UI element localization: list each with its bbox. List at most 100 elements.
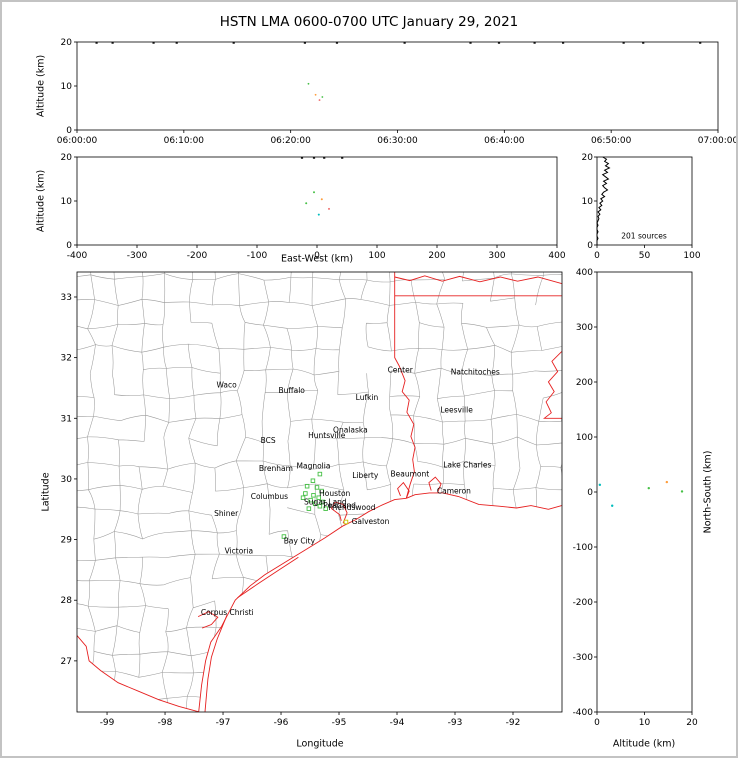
tick-label: -92 — [506, 718, 521, 728]
source-point — [310, 478, 316, 483]
tick-label: 10 — [61, 82, 73, 92]
city-label: Center — [388, 365, 414, 374]
city-label: Bay City — [284, 536, 316, 545]
padre-barrier-line — [204, 614, 228, 712]
matagorda-barrier-line — [237, 556, 299, 599]
clipped-source-mark — [561, 42, 565, 44]
sources-count-annotation: 201 sources — [621, 231, 667, 241]
ew-height-panel-background — [77, 157, 557, 245]
corpus-bay-line — [197, 611, 219, 629]
clipped-source-mark — [152, 42, 155, 44]
tick-label: 200 — [428, 251, 445, 261]
city-label: Pearland — [323, 501, 356, 510]
map-ylabel: Latitude — [40, 472, 52, 512]
rio-grande-line — [77, 635, 199, 712]
source-point — [320, 198, 323, 201]
clipped-source-mark — [642, 42, 645, 44]
tick-label: 0 — [66, 126, 72, 136]
city-label: Waco — [216, 380, 237, 389]
city-label: Brenham — [259, 464, 293, 473]
clipped-source-mark — [699, 42, 702, 44]
clipped-source-mark — [111, 42, 114, 44]
la-coast-line — [406, 492, 562, 510]
city-label: Lufkin — [356, 393, 379, 402]
altitude-histogram-panel-background — [597, 157, 692, 245]
source-point — [598, 483, 602, 487]
tick-label: -94 — [390, 718, 405, 728]
tick-label: -400 — [573, 708, 594, 718]
source-point — [316, 495, 321, 500]
tick-label: 0 — [594, 251, 600, 261]
clipped-source-mark — [312, 157, 316, 159]
tick-label: 28 — [61, 596, 73, 606]
tick-label: 10 — [639, 718, 651, 728]
tick-label: 33 — [61, 293, 72, 303]
clipped-source-mark — [175, 42, 178, 44]
tick-label: -100 — [247, 251, 268, 261]
clipped-source-mark — [300, 157, 304, 159]
tick-label: 29 — [61, 536, 73, 546]
source-point — [304, 483, 310, 489]
city-label: Buffalo — [279, 386, 306, 395]
source-point — [611, 504, 614, 507]
source-point — [317, 471, 323, 477]
tick-label: 10 — [582, 197, 594, 207]
source-point — [318, 99, 321, 101]
ew-height-ylabel: Altitude (km) — [35, 169, 47, 233]
altitude-histogram-panel-border — [596, 156, 693, 246]
source-point — [323, 506, 328, 511]
calcasieu-lake-line — [428, 476, 442, 493]
tick-label: 20 — [686, 718, 698, 728]
sabine-lake-line — [397, 481, 410, 499]
city-label: Liberty — [352, 471, 379, 480]
source-point — [312, 501, 318, 507]
clipped-source-mark — [469, 42, 472, 44]
city-label: Friendswood — [328, 503, 375, 512]
source-point — [319, 488, 324, 494]
tick-label: 20 — [61, 38, 73, 48]
city-label: Houston — [319, 489, 350, 498]
tick-label: 0 — [66, 241, 72, 251]
city-label: Sugar Land — [304, 497, 347, 506]
tick-label: 10 — [61, 197, 73, 207]
tick-label: 07:00:00 — [698, 136, 738, 146]
tick-label: 100 — [683, 251, 700, 261]
clipped-source-mark — [335, 42, 339, 44]
city-label: Beaumont — [390, 470, 429, 479]
tick-label: -300 — [573, 653, 594, 663]
clipped-source-mark — [497, 42, 501, 44]
source-point — [303, 491, 308, 496]
city-label: Shiner — [214, 509, 239, 518]
city-label: Lake Charles — [443, 460, 491, 469]
tick-label: 20 — [582, 153, 594, 163]
source-point — [665, 480, 669, 484]
mississippi-line — [542, 351, 562, 419]
tick-label: 300 — [576, 323, 593, 333]
source-point — [307, 82, 310, 85]
ns-height-panel-border — [596, 271, 693, 713]
ns-height-xlabel: Altitude (km) — [612, 738, 676, 750]
clipped-source-mark — [95, 42, 98, 44]
tx-coast-line — [198, 497, 407, 712]
clipped-source-mark — [533, 42, 536, 44]
figure-title: HSTN LMA 0600-0700 UTC January 29, 2021 — [219, 14, 519, 30]
source-point — [680, 490, 684, 493]
source-point — [328, 207, 330, 210]
tick-label: -93 — [448, 718, 463, 728]
tick-label: 200 — [576, 378, 593, 388]
tick-label: -400 — [67, 251, 88, 261]
tick-label: 300 — [488, 251, 505, 261]
tick-label: 20 — [61, 153, 73, 163]
map-panel-border — [76, 271, 563, 713]
tick-label: 0 — [587, 488, 593, 498]
tick-label: -95 — [332, 718, 347, 728]
tick-label: -100 — [573, 543, 594, 553]
map-content: Waco Buffalo Lufkin Center Natchitoches Leesv… — [77, 272, 562, 712]
tick-label: 06:40:00 — [484, 136, 525, 146]
tick-label: 50 — [639, 251, 651, 261]
tick-label: 400 — [576, 268, 593, 278]
tick-label: 06:30:00 — [377, 136, 418, 146]
red-river-line — [394, 275, 562, 285]
